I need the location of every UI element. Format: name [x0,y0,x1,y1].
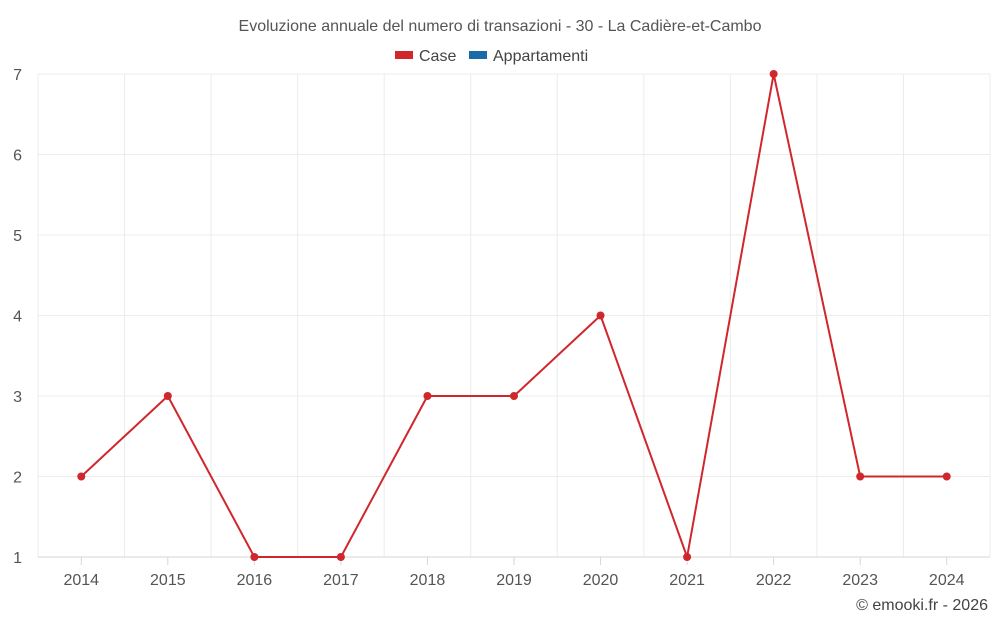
data-point[interactable] [163,392,172,400]
x-tick-label: 2016 [237,572,273,589]
y-tick-label: 1 [13,550,22,567]
legend-swatch-appartamenti [469,51,487,59]
series-points [77,70,951,561]
data-point[interactable] [423,392,432,400]
legend-label-appartamenti: Appartamenti [493,48,588,65]
data-point[interactable] [942,472,951,481]
x-axis-tick-labels: 2014 2015 2016 2017 2018 2019 2020 2021 2022 2023… [63,572,964,589]
data-point[interactable] [77,472,86,481]
x-tick-label: 2024 [929,572,965,589]
x-tick-label: 2019 [496,572,532,589]
y-tick-label: 6 [13,148,22,165]
x-tick-label: 2015 [150,572,186,589]
data-point[interactable] [336,553,345,561]
x-tick-label: 2022 [756,572,792,589]
y-tick-label: 7 [13,67,22,84]
legend-item-case[interactable]: Case [395,48,456,65]
data-point[interactable] [683,553,692,561]
legend-swatch-case [395,51,413,59]
legend: Case Appartamenti [395,48,588,65]
y-axis-tick-labels: 1 2 3 4 5 6 7 [13,67,22,567]
legend-label-case: Case [419,48,456,65]
chart-title: Evoluzione annuale del numero di transaz… [239,18,762,35]
x-tick-label: 2023 [842,572,878,589]
y-tick-label: 3 [13,389,22,406]
x-tick-label: 2017 [323,572,359,589]
gridlines [37,73,991,558]
data-point[interactable] [510,392,518,400]
x-tick-label: 2021 [669,572,705,589]
y-tick-label: 5 [13,228,22,245]
data-point[interactable] [596,311,605,320]
data-point[interactable] [250,553,259,561]
credit-text: © emooki.fr - 2026 [856,597,988,614]
legend-item-appartamenti[interactable]: Appartamenti [469,48,588,65]
x-tick-label: 2018 [410,572,446,589]
y-tick-label: 2 [13,470,22,487]
x-tick-label: 2014 [63,572,99,589]
axes [38,556,990,565]
y-tick-label: 4 [13,309,22,326]
data-point[interactable] [856,472,865,481]
x-tick-label: 2020 [583,572,619,589]
data-point[interactable] [769,70,778,78]
